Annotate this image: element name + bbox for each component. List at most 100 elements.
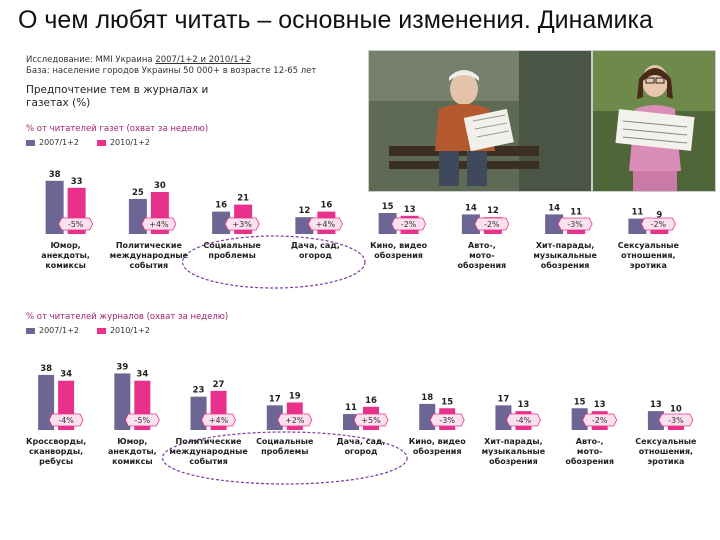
change-label: +5% bbox=[361, 416, 381, 425]
value-label-2007: 39 bbox=[116, 362, 128, 372]
change-badge bbox=[48, 413, 84, 427]
category-label: Юмор, анекдоты, комиксы bbox=[108, 437, 157, 466]
category-label: Социальные проблемы bbox=[256, 437, 314, 456]
bar-2007 bbox=[461, 214, 480, 234]
category-label: Сексуальные отношения, эротика bbox=[635, 437, 697, 466]
value-label-2010: 34 bbox=[136, 370, 148, 380]
value-label-2010: 10 bbox=[670, 405, 682, 415]
value-label-2007: 14 bbox=[548, 203, 560, 213]
category-label: Хит-парады, музыкальные обозрения bbox=[482, 437, 546, 466]
change-label: +4% bbox=[149, 220, 169, 229]
value-label-2007: 25 bbox=[132, 188, 144, 198]
change-label: +2% bbox=[285, 416, 305, 425]
value-label-2010: 15 bbox=[441, 397, 453, 407]
change-label: -3% bbox=[668, 416, 684, 425]
value-label-2010: 19 bbox=[289, 391, 301, 401]
category-label: Социальные проблемы bbox=[203, 241, 261, 260]
value-label-2010: 16 bbox=[365, 396, 377, 406]
value-label-2007: 11 bbox=[631, 208, 643, 218]
change-badge bbox=[505, 413, 541, 427]
change-badge bbox=[307, 217, 343, 231]
value-label-2010: 11 bbox=[570, 208, 582, 218]
change-label: -3% bbox=[567, 220, 583, 229]
value-label-2010: 9 bbox=[656, 210, 662, 220]
change-label: -3% bbox=[439, 416, 455, 425]
value-label-2010: 30 bbox=[154, 181, 166, 191]
magazine-topics-chart: 38 34 -4% Кроссворды, сканворды, ребусы 39 34 -5… bbox=[26, 362, 697, 485]
value-label-2010: 34 bbox=[60, 370, 72, 380]
bar-2007 bbox=[114, 373, 131, 430]
legend-item-2007: 2007/1+2 bbox=[26, 138, 79, 147]
study-period: 2007/1+2 и 2010/1+2 bbox=[155, 55, 252, 65]
highlight-ellipse bbox=[181, 235, 366, 289]
change-badge bbox=[353, 413, 389, 427]
change-label: -5% bbox=[135, 416, 151, 425]
highlight-ellipse bbox=[161, 431, 408, 485]
change-label: -2% bbox=[592, 416, 608, 425]
value-label-2007: 12 bbox=[298, 206, 310, 216]
value-label-2007: 23 bbox=[193, 386, 205, 396]
legend-item-2007: 2007/1+2 bbox=[26, 326, 79, 335]
change-badge bbox=[277, 413, 313, 427]
value-label-2007: 15 bbox=[574, 397, 586, 407]
change-badge bbox=[557, 217, 593, 231]
value-label-2007: 17 bbox=[498, 394, 510, 404]
study-base: База: население городов Украины 50 000+ … bbox=[26, 66, 317, 76]
change-badge bbox=[658, 413, 694, 427]
category-label: Хит-парады, музыкальные обозрения bbox=[533, 241, 597, 270]
bar-2007 bbox=[45, 180, 64, 234]
bar-2007 bbox=[38, 374, 55, 430]
slide-title: О чем любят читать – основные изменения.… bbox=[18, 6, 653, 34]
category-label: Кино, видео обозрения bbox=[409, 437, 467, 456]
change-badge bbox=[58, 217, 94, 231]
category-label: Кино, видео обозрения bbox=[370, 241, 428, 260]
value-label-2010: 13 bbox=[594, 400, 606, 410]
value-label-2010: 27 bbox=[213, 380, 225, 390]
magazine-legend: 2007/1+2 2010/1+2 bbox=[26, 326, 150, 335]
category-label: Сексуальные отношения, эротика bbox=[618, 241, 680, 270]
change-badge bbox=[201, 413, 237, 427]
change-badge bbox=[429, 413, 465, 427]
change-badge bbox=[391, 217, 427, 231]
category-label: Политические международные события bbox=[169, 437, 248, 466]
value-label-2007: 18 bbox=[421, 393, 433, 403]
category-label: Дача, сад, огород bbox=[337, 437, 386, 456]
change-badge bbox=[582, 413, 618, 427]
bar-2007 bbox=[378, 213, 397, 234]
value-label-2007: 14 bbox=[465, 203, 477, 213]
newspaper-topics-chart: 38 33 -5% Юмор, анекдоты, комиксы 25 30 +4% Полит… bbox=[41, 170, 680, 289]
value-label-2010: 16 bbox=[320, 201, 332, 211]
legend-item-2010: 2010/1+2 bbox=[96, 326, 150, 335]
category-label: Авто-, мото-обозрения bbox=[458, 241, 507, 270]
photo-woman-reading-newspaper bbox=[592, 50, 716, 192]
category-label: Дача, сад, огород bbox=[291, 241, 340, 260]
bar-2007 bbox=[419, 403, 436, 430]
change-label: -2% bbox=[401, 220, 417, 229]
category-label: Кроссворды, сканворды, ребусы bbox=[26, 437, 86, 466]
change-badge bbox=[124, 413, 160, 427]
value-label-2007: 11 bbox=[345, 403, 357, 413]
change-label: +4% bbox=[209, 416, 229, 425]
bar-2007 bbox=[266, 405, 283, 430]
study-prefix: Исследование: MMI Украина bbox=[26, 55, 156, 65]
value-label-2007: 16 bbox=[215, 201, 227, 211]
change-label: -4% bbox=[58, 416, 74, 425]
change-label: +3% bbox=[232, 220, 252, 229]
study-info: Исследование: MMI Украина 2007/1+2 и 201… bbox=[26, 55, 316, 77]
change-badge bbox=[141, 217, 177, 231]
category-label: Юмор, анекдоты, комиксы bbox=[41, 241, 90, 270]
change-label: -4% bbox=[516, 416, 532, 425]
newspaper-section-label: % от читателей газет (охват за неделю) bbox=[26, 124, 209, 134]
value-label-2007: 38 bbox=[40, 364, 52, 374]
value-label-2010: 13 bbox=[518, 400, 530, 410]
change-label: -5% bbox=[68, 220, 84, 229]
photo-man-reading-newspaper bbox=[368, 50, 592, 192]
bar-2007 bbox=[212, 211, 231, 234]
value-label-2010: 13 bbox=[404, 205, 416, 215]
value-label-2010: 12 bbox=[487, 206, 499, 216]
bar-2007 bbox=[495, 405, 512, 430]
change-badge bbox=[474, 217, 510, 231]
change-label: +4% bbox=[316, 220, 336, 229]
magazine-section-label: % от читателей журналов (охват за неделю… bbox=[26, 312, 229, 322]
bar-2007 bbox=[295, 217, 314, 234]
